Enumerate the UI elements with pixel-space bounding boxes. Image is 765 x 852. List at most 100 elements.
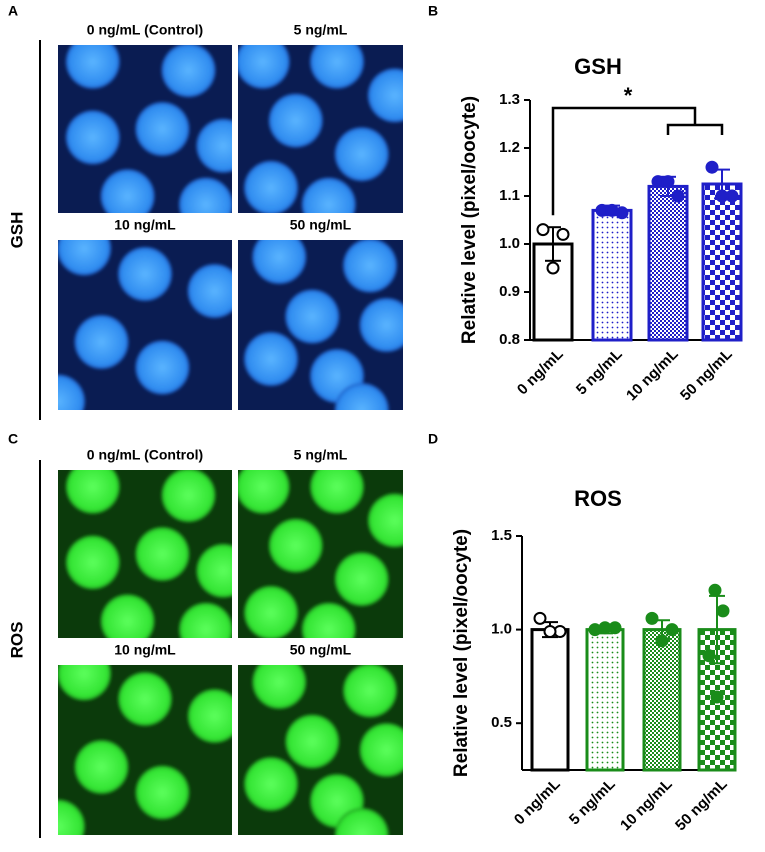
oocyte xyxy=(268,518,323,573)
micrograph xyxy=(238,470,403,638)
bar xyxy=(591,208,633,342)
y-tick-label: 0.8 xyxy=(499,331,520,348)
data-point xyxy=(655,634,669,648)
oocyte xyxy=(334,552,389,607)
oocyte xyxy=(238,470,290,514)
oocyte xyxy=(65,535,120,590)
data-point xyxy=(665,623,679,637)
panel-letter: D xyxy=(428,431,438,447)
oocytes xyxy=(238,45,403,213)
oocyte xyxy=(252,240,307,284)
oocyte xyxy=(359,298,403,352)
micrograph xyxy=(58,240,232,410)
oocyte xyxy=(301,602,356,638)
bar xyxy=(585,628,625,772)
oocytes xyxy=(65,470,232,638)
micrograph xyxy=(58,470,232,638)
oocytes xyxy=(238,470,403,638)
data-point xyxy=(705,160,719,174)
micrograph xyxy=(238,665,403,835)
micrograph xyxy=(58,45,232,213)
image-label: 10 ng/mL xyxy=(114,642,176,658)
oocyte xyxy=(301,177,356,213)
oocytes xyxy=(58,665,232,835)
bar xyxy=(642,628,682,772)
image-label: 10 ng/mL xyxy=(114,217,176,233)
data-point xyxy=(710,690,724,704)
oocyte xyxy=(58,799,85,835)
data-point xyxy=(716,604,730,618)
micrograph xyxy=(238,45,403,213)
oocyte xyxy=(161,45,216,98)
oocyte xyxy=(334,383,389,410)
x-tick-label: 5 ng/mL xyxy=(566,776,619,829)
oocyte xyxy=(58,665,112,701)
oocyte xyxy=(334,808,389,835)
data-point xyxy=(536,223,550,237)
y-tick-label: 1.2 xyxy=(499,139,520,156)
oocyte xyxy=(367,493,403,548)
oocyte xyxy=(74,315,129,369)
panel-letter: B xyxy=(428,3,438,19)
oocytes xyxy=(65,45,232,213)
oocyte xyxy=(65,45,120,89)
bar xyxy=(530,628,570,772)
oocyte xyxy=(135,527,190,581)
oocyte xyxy=(367,68,403,123)
oocyte xyxy=(343,240,397,293)
oocyte xyxy=(100,594,155,638)
oocyte xyxy=(244,757,298,811)
oocyte xyxy=(58,240,112,276)
significance-label: * xyxy=(624,83,633,108)
oocyte xyxy=(118,672,172,726)
oocyte xyxy=(285,714,340,769)
data-point xyxy=(645,611,659,625)
x-tick-label: 5 ng/mL xyxy=(573,346,626,399)
y-tick-label: 1.1 xyxy=(499,187,520,204)
chart-title: ROS xyxy=(574,486,622,511)
oocyte xyxy=(118,247,172,301)
oocyte xyxy=(65,110,120,165)
x-tick-label: 10 ng/mL xyxy=(623,346,682,405)
oocyte xyxy=(244,585,298,638)
x-tick-label: 0 ng/mL xyxy=(514,346,567,399)
oocyte xyxy=(359,723,403,777)
significance-bracket xyxy=(551,106,724,216)
y-tick-label: 1.3 xyxy=(499,91,520,108)
data-point xyxy=(546,261,560,275)
y-tick-label: 1.0 xyxy=(491,621,512,638)
oocytes xyxy=(58,240,232,410)
oocyte xyxy=(161,470,216,523)
data-point xyxy=(598,621,612,635)
oocyte xyxy=(135,340,190,395)
oocyte xyxy=(187,689,232,743)
oocyte xyxy=(196,543,232,598)
image-label: 5 ng/mL xyxy=(294,22,348,38)
y-tick-label: 1.5 xyxy=(491,527,512,544)
panel-letter: A xyxy=(8,3,18,19)
oocyte xyxy=(74,740,129,794)
image-label: 50 ng/mL xyxy=(290,642,352,658)
oocyte xyxy=(285,289,340,344)
oocyte xyxy=(268,93,323,148)
oocyte xyxy=(252,665,307,709)
data-point xyxy=(708,583,722,597)
x-tick-label: 50 ng/mL xyxy=(677,346,736,405)
data-point xyxy=(605,203,619,217)
y-tick-label: 0.9 xyxy=(499,283,520,300)
oocyte xyxy=(238,45,290,89)
x-tick-label: 50 ng/mL xyxy=(672,776,731,835)
oocyte xyxy=(135,102,190,156)
data-point xyxy=(671,189,685,203)
data-point xyxy=(661,175,675,189)
oocytes xyxy=(244,240,403,410)
image-label: 0 ng/mL (Control) xyxy=(87,447,203,463)
oocytes xyxy=(244,665,403,835)
row-label: GSH xyxy=(7,212,26,249)
bar xyxy=(647,184,689,342)
image-label: 0 ng/mL (Control) xyxy=(87,22,203,38)
oocyte xyxy=(196,118,232,173)
x-tick-label: 10 ng/mL xyxy=(617,776,676,835)
data-point xyxy=(702,649,716,663)
oocyte xyxy=(100,169,155,213)
